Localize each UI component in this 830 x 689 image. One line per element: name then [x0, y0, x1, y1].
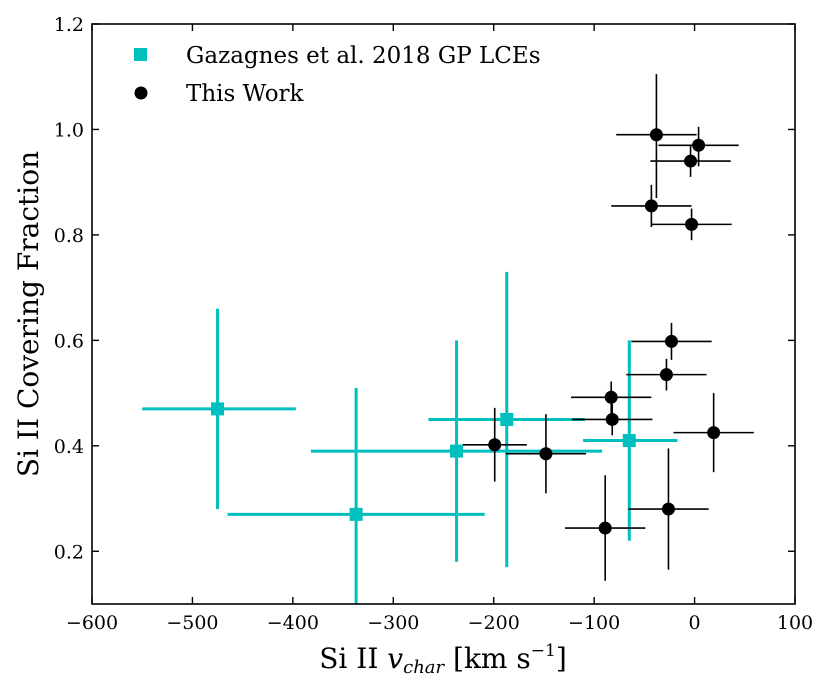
this-work-point	[707, 426, 721, 440]
y-tick-label: 1.0	[54, 119, 84, 141]
this-work-point	[644, 199, 658, 213]
gazagnes-point	[500, 412, 514, 426]
legend: Gazagnes et al. 2018 GP LCEs This Work	[134, 43, 541, 107]
x-tick-label: −200	[468, 612, 520, 634]
this-work-point	[605, 412, 619, 426]
legend-label-this-work: This Work	[186, 81, 305, 107]
x-tick-label: −100	[568, 612, 620, 634]
gazagnes-point	[622, 434, 636, 448]
this-work-point	[664, 334, 678, 348]
x-tick-label: −600	[66, 612, 118, 634]
this-work-point	[685, 217, 699, 231]
gazagnes-point	[349, 507, 363, 521]
legend-marker-square	[134, 48, 147, 61]
this-work-point	[649, 128, 663, 142]
x-axis-title: Si II vchar [km s−1]	[319, 641, 567, 678]
y-tick-label: 0.4	[54, 436, 84, 458]
this-work-point	[604, 390, 618, 404]
this-work-point	[661, 502, 675, 516]
y-tick-label: 0.8	[54, 225, 84, 247]
x-tick-label: 0	[689, 612, 701, 634]
x-tick-label: −300	[367, 612, 419, 634]
y-tick-label: 1.2	[54, 14, 84, 36]
markers-layer	[211, 128, 721, 535]
y-tick-label: 0.6	[54, 330, 84, 352]
x-tick-label: 100	[777, 612, 813, 634]
y-axis-title: Si II Covering Fraction	[12, 151, 45, 477]
x-tick-label: −500	[166, 612, 218, 634]
this-work-point	[598, 521, 612, 535]
this-work-point	[488, 438, 502, 452]
errorbars-layer	[142, 74, 754, 604]
this-work-point	[539, 447, 553, 461]
gazagnes-point	[211, 402, 225, 416]
x-tick-label: −400	[267, 612, 319, 634]
gazagnes-point	[450, 444, 464, 458]
y-tick-label: 0.2	[54, 541, 84, 563]
legend-label-gazagnes: Gazagnes et al. 2018 GP LCEs	[186, 43, 541, 69]
this-work-point	[684, 154, 698, 168]
plot-frame	[91, 23, 796, 605]
ticks-layer: −600 −500 −400 −300 −200 −100 0 100 0.2 0.4 0.6 0.8…	[54, 14, 813, 634]
this-work-point	[692, 138, 706, 152]
this-work-point	[659, 368, 673, 382]
legend-marker-circle	[134, 86, 148, 100]
